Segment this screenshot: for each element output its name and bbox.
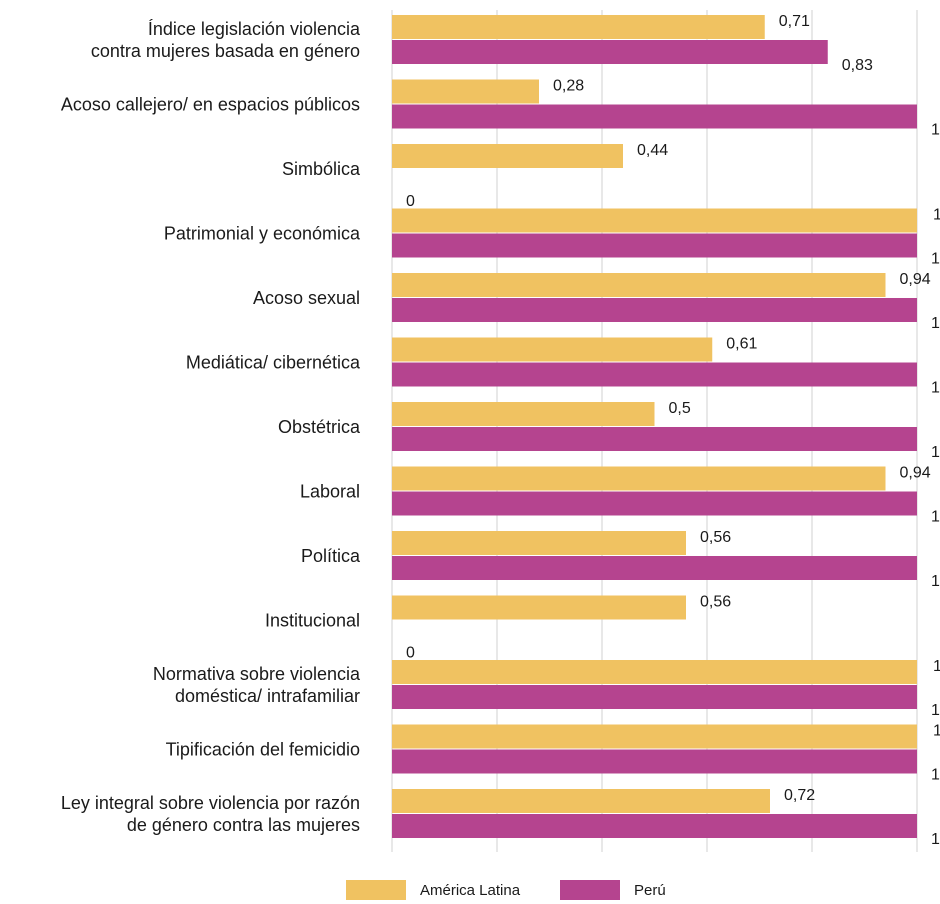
data-label: 0,61 (726, 336, 757, 353)
bar-america-latina (392, 144, 623, 168)
data-label: 0,83 (842, 57, 873, 74)
legend-swatch-peru (560, 880, 620, 900)
category-label: Acoso callejero/ en espacios públicos (61, 95, 360, 115)
data-label: 0,5 (669, 400, 691, 417)
data-label: 1 (931, 573, 940, 590)
value-labels: 0,710,830,2810,440110,9410,6110,510,9410… (406, 13, 940, 848)
data-label: 1 (931, 251, 940, 268)
data-label: 1 (933, 658, 940, 675)
data-label: 1 (933, 723, 940, 740)
bar-peru (392, 40, 828, 64)
category-label: Acoso sexual (253, 288, 360, 308)
data-label: 1 (931, 702, 940, 719)
bar-america-latina (392, 724, 917, 749)
legend-label-america-latina: América Latina (420, 881, 521, 899)
bar-america-latina (392, 531, 686, 555)
bar-peru (392, 749, 917, 774)
data-label: 1 (931, 380, 940, 397)
bar-america-latina (392, 466, 886, 491)
bar-peru (392, 362, 917, 387)
bar-america-latina (392, 595, 686, 620)
bar-peru (392, 233, 917, 258)
bar-america-latina (392, 337, 713, 362)
bar-peru (392, 556, 917, 580)
category-label: Política (301, 546, 361, 566)
category-label: Normativa sobre violencia (153, 664, 361, 684)
data-label: 1 (931, 509, 940, 526)
category-label: Simbólica (282, 159, 361, 179)
bar-peru (392, 427, 917, 451)
category-label: de género contra las mujeres (127, 815, 360, 835)
bar-america-latina (392, 79, 539, 104)
data-label: 0,28 (553, 78, 584, 95)
bar-peru (392, 685, 917, 709)
category-label: doméstica/ intrafamiliar (175, 686, 360, 706)
category-label: Tipificación del femicidio (166, 740, 360, 760)
data-label: 1 (931, 831, 940, 848)
bar-america-latina (392, 15, 765, 39)
bar-america-latina (392, 660, 917, 684)
category-label: Institucional (265, 611, 360, 631)
category-label: Patrimonial y económica (164, 224, 361, 244)
bars (392, 15, 917, 838)
data-label: 1 (931, 122, 940, 139)
data-label: 0,94 (900, 465, 931, 482)
data-label: 1 (931, 444, 940, 461)
data-label: 0 (406, 645, 415, 662)
bar-america-latina (392, 402, 655, 426)
data-label: 0,56 (700, 594, 731, 611)
category-label: contra mujeres basada en género (91, 41, 360, 61)
data-label: 0,44 (637, 142, 668, 159)
legend-item-peru: Perú (560, 880, 666, 900)
data-label: 0,94 (900, 271, 931, 288)
bar-peru (392, 298, 917, 322)
data-label: 0,56 (700, 529, 731, 546)
bar-america-latina (392, 273, 886, 297)
bar-peru (392, 491, 917, 516)
data-label: 0,72 (784, 787, 815, 804)
bar-peru (392, 814, 917, 838)
bar-peru (392, 104, 917, 129)
bar-america-latina (392, 789, 770, 813)
data-label: 1 (933, 207, 940, 224)
legend-label-peru: Perú (634, 881, 666, 899)
data-label: 0 (406, 193, 415, 210)
category-label: Mediática/ cibernética (186, 353, 361, 373)
data-label: 0,71 (779, 13, 810, 30)
legend: América Latina Perú (0, 880, 940, 904)
legend-swatch-america-latina (346, 880, 406, 900)
category-label: Obstétrica (278, 417, 361, 437)
category-label: Índice legislación violencia (148, 19, 361, 39)
data-label: 1 (931, 767, 940, 784)
data-label: 1 (931, 315, 940, 332)
bar-america-latina (392, 208, 917, 233)
legend-item-america-latina: América Latina (346, 880, 520, 900)
category-label: Laboral (300, 482, 360, 502)
category-label: Ley integral sobre violencia por razón (61, 793, 360, 813)
